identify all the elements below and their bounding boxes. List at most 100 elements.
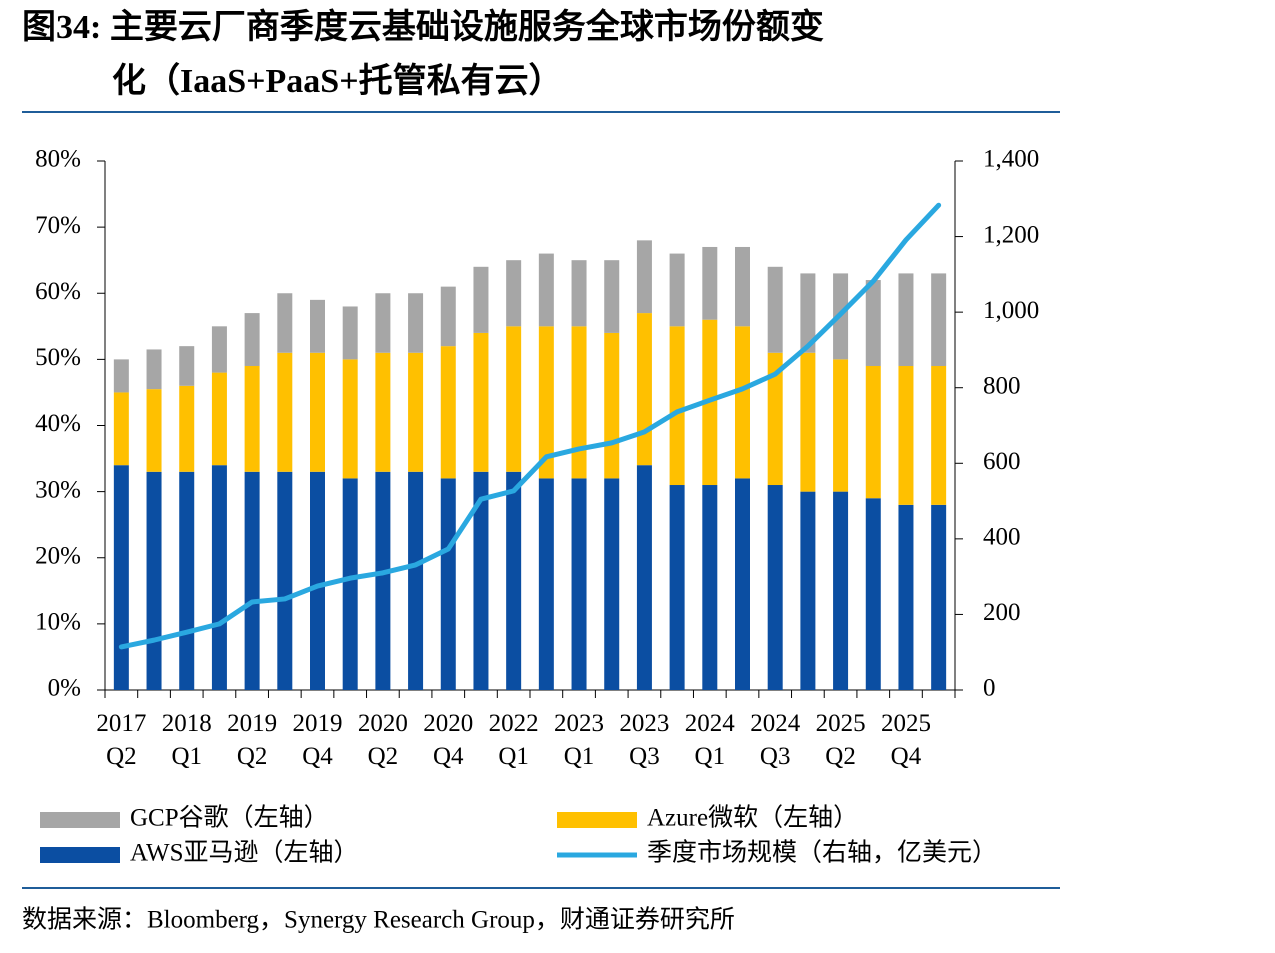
bar <box>473 332 489 472</box>
bar <box>375 293 391 353</box>
bar <box>375 352 391 472</box>
bar <box>571 260 587 327</box>
bar <box>865 498 881 690</box>
y2-tick-label: 1,000 <box>983 297 1039 324</box>
x-tick-label: 2020 Q4 <box>423 710 473 770</box>
bar <box>571 326 587 479</box>
bar <box>669 326 685 486</box>
y-tick-label: 60% <box>35 278 81 305</box>
legend-swatch <box>557 812 637 828</box>
bar <box>310 299 325 353</box>
bar <box>604 332 620 479</box>
x-tick-label: 2022 Q1 <box>489 710 539 770</box>
bar <box>146 349 162 390</box>
bar <box>604 260 620 333</box>
bar <box>211 326 227 373</box>
bar <box>408 471 424 690</box>
bar <box>538 253 554 327</box>
x-tick-label: 2023 Q3 <box>619 710 669 770</box>
y2-tick-label: 800 <box>983 372 1021 399</box>
bar <box>440 346 456 479</box>
x-tick-label: 2019 Q2 <box>227 710 277 770</box>
bar <box>931 504 947 690</box>
x-tick-label: 2023 Q1 <box>554 710 604 770</box>
bar <box>669 485 685 690</box>
bar <box>211 465 227 690</box>
bar <box>342 359 358 479</box>
bar <box>375 471 391 690</box>
bar <box>767 266 783 353</box>
source: 数据来源：Bloomberg，Synergy Research Group，财通… <box>22 906 735 934</box>
x-tick-label: 2024 Q1 <box>685 710 736 770</box>
bar <box>440 286 456 347</box>
legend-label: Azure微软（左轴） <box>647 804 858 832</box>
bar <box>277 293 293 353</box>
legend-swatch <box>40 847 120 863</box>
bar <box>669 253 685 327</box>
bar <box>408 352 424 472</box>
bar <box>735 326 750 479</box>
bar <box>800 491 816 690</box>
bar <box>833 359 849 492</box>
x-tick-label: 2018 Q1 <box>162 710 212 770</box>
y-tick-label: 80% <box>35 146 81 173</box>
bar <box>702 246 718 320</box>
x-tick-label: 2020 Q2 <box>358 710 408 770</box>
bar <box>342 306 358 360</box>
chart-title: 化（IaaS+PaaS+托管私有云） <box>112 61 563 100</box>
bar <box>277 352 293 472</box>
chart-title: 图34: 主要云厂商季度云基础设施服务全球市场份额变 <box>22 7 824 46</box>
bar <box>113 465 129 690</box>
bar <box>179 471 195 690</box>
bar <box>146 389 162 472</box>
bar <box>604 478 620 690</box>
bar <box>931 273 947 366</box>
bar <box>179 385 195 472</box>
bar <box>473 266 489 333</box>
bar <box>800 352 816 492</box>
bar <box>767 352 783 486</box>
y-tick-label: 50% <box>35 344 81 371</box>
y-tick-label: 70% <box>35 212 81 239</box>
bar <box>538 478 554 690</box>
line <box>118 202 942 650</box>
bar <box>898 365 914 505</box>
bar <box>735 478 750 690</box>
bar <box>113 392 129 466</box>
bar <box>113 359 129 393</box>
y-tick-label: 10% <box>35 609 81 636</box>
x-tick-label: 2019 Q4 <box>293 710 343 770</box>
bar <box>636 240 652 314</box>
y2-tick-label: 400 <box>983 524 1021 551</box>
bar <box>898 504 914 690</box>
bar <box>735 246 750 327</box>
bar <box>342 478 358 690</box>
y2-tick-label: 1,200 <box>983 221 1039 248</box>
bar <box>211 372 227 466</box>
bar <box>277 471 293 690</box>
bar <box>538 326 554 479</box>
x-tick-label: 2024 Q3 <box>750 710 801 770</box>
bar <box>146 471 162 690</box>
bar <box>473 471 489 690</box>
bar <box>310 352 325 472</box>
y-tick-label: 20% <box>35 542 81 569</box>
bar <box>179 346 195 386</box>
bar <box>506 471 522 690</box>
legend-label: 季度市场规模（右轴，亿美元） <box>647 839 997 867</box>
legend-label: AWS亚马逊（左轴） <box>130 839 359 867</box>
bar <box>702 485 718 690</box>
bar <box>636 465 652 690</box>
legend-swatch <box>40 812 120 828</box>
x-tick-label: 2017 Q2 <box>96 710 146 770</box>
y2-tick-label: 600 <box>983 448 1021 475</box>
y-tick-label: 40% <box>35 410 81 437</box>
y2-tick-label: 0 <box>983 675 996 702</box>
legend-label: GCP谷歌（左轴） <box>130 804 329 832</box>
bar <box>408 293 424 353</box>
y2-tick-label: 200 <box>983 599 1021 626</box>
bar <box>440 478 456 690</box>
y-tick-label: 30% <box>35 476 81 503</box>
bar <box>800 273 816 353</box>
